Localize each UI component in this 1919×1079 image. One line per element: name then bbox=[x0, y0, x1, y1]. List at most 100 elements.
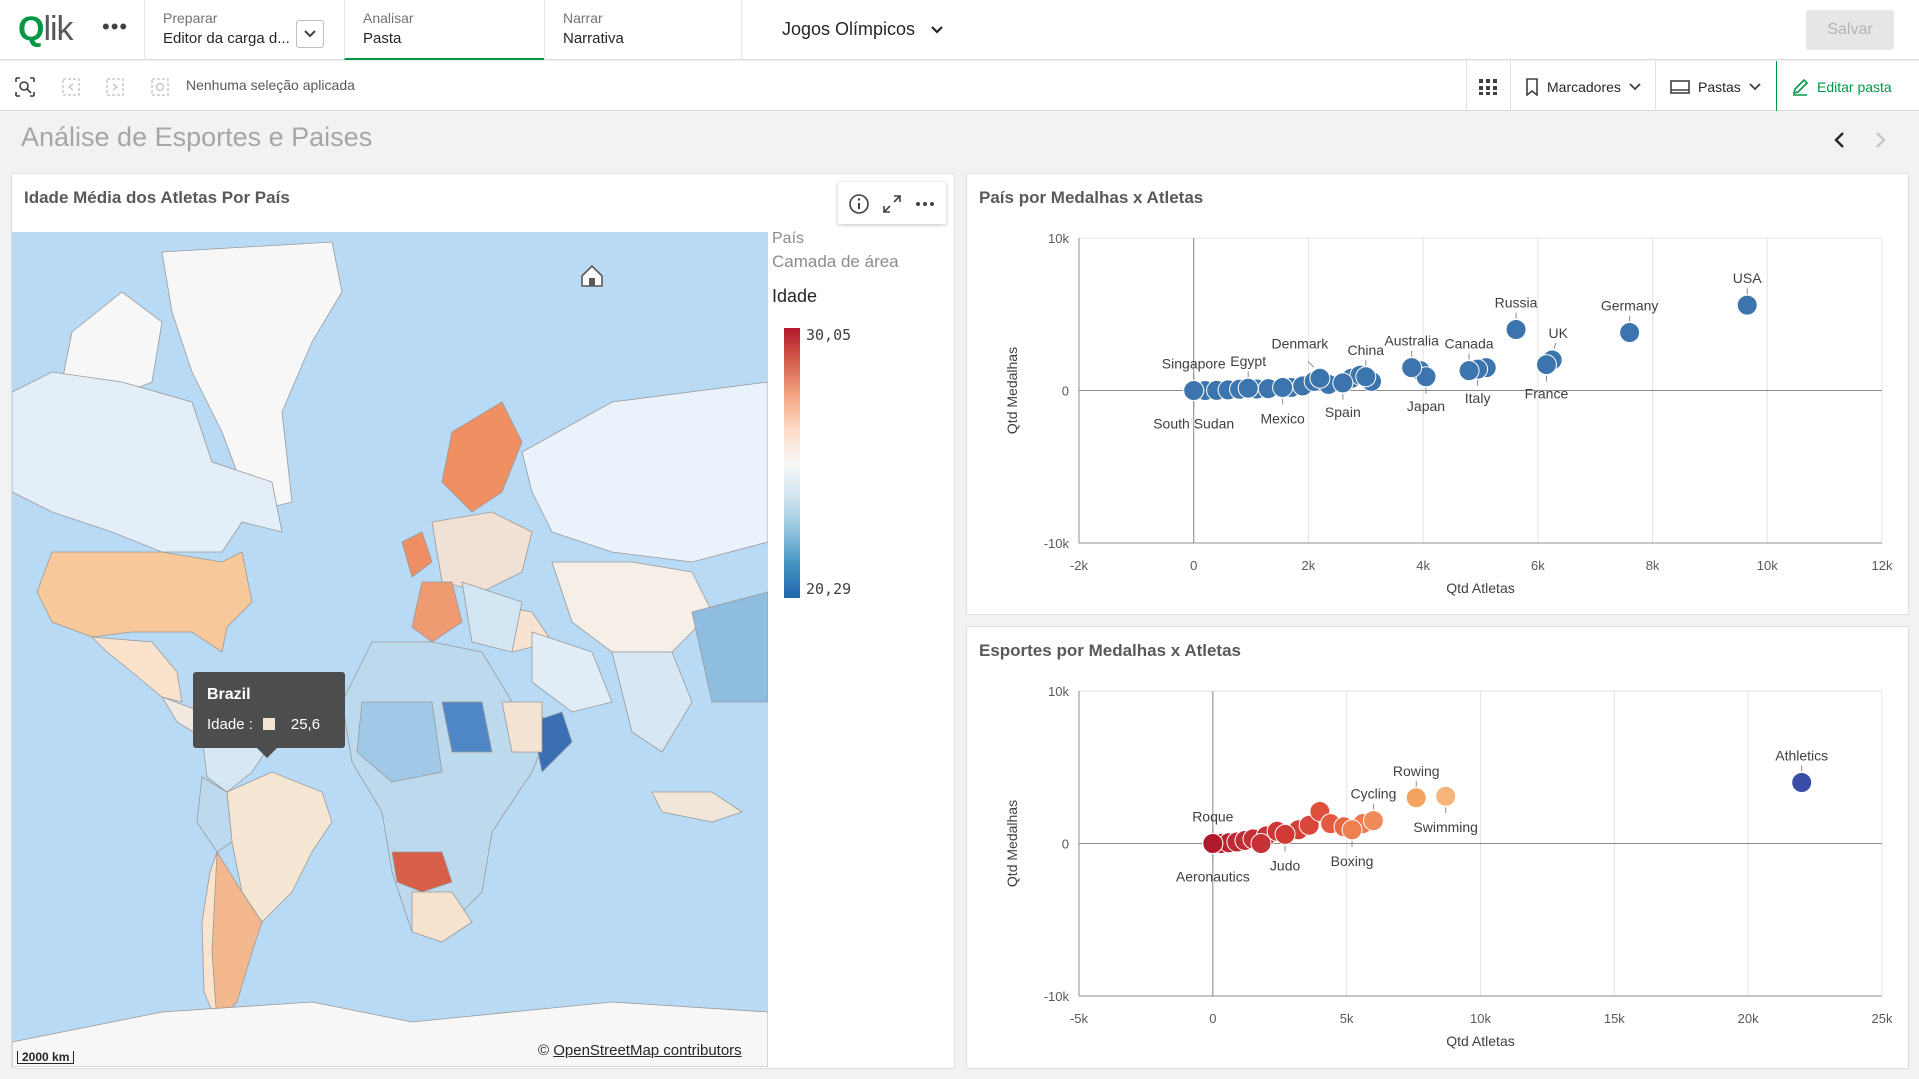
step-back-icon[interactable] bbox=[60, 76, 82, 98]
point-label: China bbox=[1347, 342, 1384, 358]
chevron-down-icon bbox=[931, 26, 943, 34]
x-tick-label: -2k bbox=[1070, 558, 1089, 573]
sports-medals-panel[interactable]: Esportes por Medalhas x Atletas -5k 0 5k 10… bbox=[966, 626, 1909, 1069]
x-tick-label: 8k bbox=[1646, 558, 1660, 573]
data-point bbox=[1332, 372, 1354, 394]
point-label: Aeronautics bbox=[1176, 869, 1250, 885]
point-label: Germany bbox=[1601, 298, 1659, 314]
y-tick-label: -10k bbox=[1044, 536, 1070, 551]
point-label: Athletics bbox=[1775, 748, 1828, 764]
x-tick-label: 4k bbox=[1416, 558, 1430, 573]
data-point bbox=[1619, 322, 1641, 344]
x-tick-label: 25k bbox=[1872, 1011, 1893, 1026]
edit-sheet-label: Editar pasta bbox=[1817, 79, 1892, 96]
panel-tools bbox=[838, 182, 946, 224]
home-icon[interactable] bbox=[581, 264, 603, 287]
legend-measure: Idade bbox=[772, 286, 818, 306]
point-label: Egypt bbox=[1230, 353, 1266, 369]
point-label: South Sudan bbox=[1153, 416, 1234, 432]
app-title: Jogos Olímpicos bbox=[782, 19, 916, 39]
world-map[interactable] bbox=[12, 232, 768, 1067]
y-tick-label: -10k bbox=[1044, 989, 1070, 1004]
chevron-down-icon bbox=[1749, 83, 1761, 91]
data-point bbox=[1183, 380, 1205, 401]
tooltip-value: 25,6 bbox=[290, 716, 321, 733]
point-label: Roque bbox=[1192, 809, 1233, 825]
label-leader bbox=[1553, 342, 1557, 350]
osm-attribution-link[interactable]: OpenStreetMap contributors bbox=[553, 1042, 742, 1059]
data-point bbox=[1405, 787, 1427, 809]
tab-prepare[interactable]: Preparar Editor da carga d... bbox=[144, 0, 344, 60]
map-attribution: © OpenStreetMap contributors bbox=[538, 1042, 742, 1059]
point-label: Mexico bbox=[1260, 410, 1305, 426]
point-label: UK bbox=[1548, 325, 1568, 341]
tab-prepare-label: Editor da carga d... bbox=[163, 30, 290, 47]
assets-grid-button[interactable] bbox=[1466, 61, 1510, 111]
qlik-logo[interactable]: Qlik bbox=[18, 10, 74, 48]
more-options-icon[interactable]: ••• bbox=[102, 14, 129, 39]
info-icon[interactable] bbox=[848, 193, 870, 215]
sheets-button[interactable]: Pastas bbox=[1655, 61, 1776, 111]
map-canvas bbox=[12, 241, 768, 1067]
x-tick-label: 2k bbox=[1302, 558, 1316, 573]
edit-sheet-button[interactable]: Editar pasta bbox=[1776, 61, 1919, 111]
y-tick-label: 10k bbox=[1048, 231, 1069, 246]
country-medals-panel[interactable]: País por Medalhas x Atletas -2k 0 2k 4k 6k 8k… bbox=[966, 173, 1909, 615]
point-label: Boxing bbox=[1331, 853, 1374, 869]
save-button[interactable]: Salvar bbox=[1806, 10, 1894, 50]
bookmarks-button[interactable]: Marcadores bbox=[1510, 61, 1655, 111]
top-navigation-bar: Qlik ••• Preparar Editor da carga d... A… bbox=[0, 0, 1919, 60]
data-point bbox=[1355, 366, 1377, 388]
prepare-dropdown-button[interactable] bbox=[296, 20, 324, 48]
selection-toolbar: Nenhuma seleção aplicada Marcadores Past… bbox=[0, 61, 1919, 111]
legend-layer-type: Camada de área bbox=[772, 252, 899, 271]
smart-search-icon[interactable] bbox=[14, 76, 36, 98]
tab-narrate-sup: Narrar bbox=[563, 10, 603, 26]
data-point bbox=[1202, 833, 1224, 854]
x-axis-title: Qtd Atletas bbox=[1446, 1033, 1514, 1049]
point-label: Rowing bbox=[1393, 763, 1440, 779]
legend-max: 30,05 bbox=[806, 326, 852, 344]
next-sheet-icon[interactable] bbox=[1868, 128, 1892, 152]
tooltip-country: Brazil bbox=[207, 686, 251, 703]
point-label: France bbox=[1525, 386, 1569, 402]
country-scatter-chart[interactable]: -2k 0 2k 4k 6k 8k 10k 12k 10k 0 -10k Qtd Atletas Qtd… bbox=[967, 174, 1910, 616]
x-tick-label: 0 bbox=[1190, 558, 1197, 573]
map-panel[interactable]: Idade Média dos Atletas Por País bbox=[11, 173, 955, 1069]
expand-icon[interactable] bbox=[881, 193, 903, 215]
x-tick-label: 20k bbox=[1738, 1011, 1759, 1026]
app-title-dropdown[interactable]: Jogos Olímpicos bbox=[782, 19, 944, 40]
x-tick-label: 6k bbox=[1531, 558, 1545, 573]
map-scale-bar: 2000 km bbox=[17, 1051, 75, 1064]
data-point bbox=[1435, 785, 1457, 807]
data-point bbox=[1272, 376, 1294, 398]
point-label: USA bbox=[1733, 270, 1762, 286]
tooltip-label: Idade : bbox=[207, 716, 253, 733]
data-point bbox=[1791, 772, 1813, 793]
legend-color-scale bbox=[784, 328, 800, 598]
x-axis-title: Qtd Atletas bbox=[1446, 580, 1514, 596]
previous-sheet-icon[interactable] bbox=[1828, 128, 1852, 152]
x-tick-label: 15k bbox=[1604, 1011, 1625, 1026]
tab-narrate[interactable]: Narrar Narrativa bbox=[544, 0, 742, 60]
y-axis-title: Qtd Medalhas bbox=[1004, 347, 1020, 434]
chevron-down-icon bbox=[304, 30, 316, 38]
clear-selections-icon[interactable] bbox=[149, 76, 171, 98]
attribution-prefix: © bbox=[538, 1042, 554, 1059]
bookmarks-label: Marcadores bbox=[1547, 79, 1621, 96]
tab-analyze[interactable]: Analisar Pasta bbox=[344, 0, 544, 60]
data-point bbox=[1274, 823, 1296, 845]
sheet-icon bbox=[1670, 80, 1690, 95]
point-label: Australia bbox=[1384, 333, 1439, 349]
point-label: Singapore bbox=[1162, 356, 1226, 372]
map-legend: País Camada de área Idade 30,05 20,29 bbox=[772, 230, 962, 598]
more-icon[interactable] bbox=[914, 193, 936, 215]
map-tooltip: Brazil Idade : 25,6 bbox=[193, 672, 345, 758]
sheet-title: Análise de Esportes e Paises bbox=[21, 122, 373, 152]
y-tick-label: 10k bbox=[1048, 684, 1069, 699]
sports-chart-title: Esportes por Medalhas x Atletas bbox=[979, 641, 1242, 660]
grid-icon bbox=[1479, 79, 1497, 96]
data-point bbox=[1309, 367, 1331, 389]
sports-scatter-chart[interactable]: -5k 0 5k 10k 15k 20k 25k 10k 0 -10k Qtd Atletas Qtd… bbox=[967, 627, 1910, 1070]
step-forward-icon[interactable] bbox=[104, 76, 126, 98]
